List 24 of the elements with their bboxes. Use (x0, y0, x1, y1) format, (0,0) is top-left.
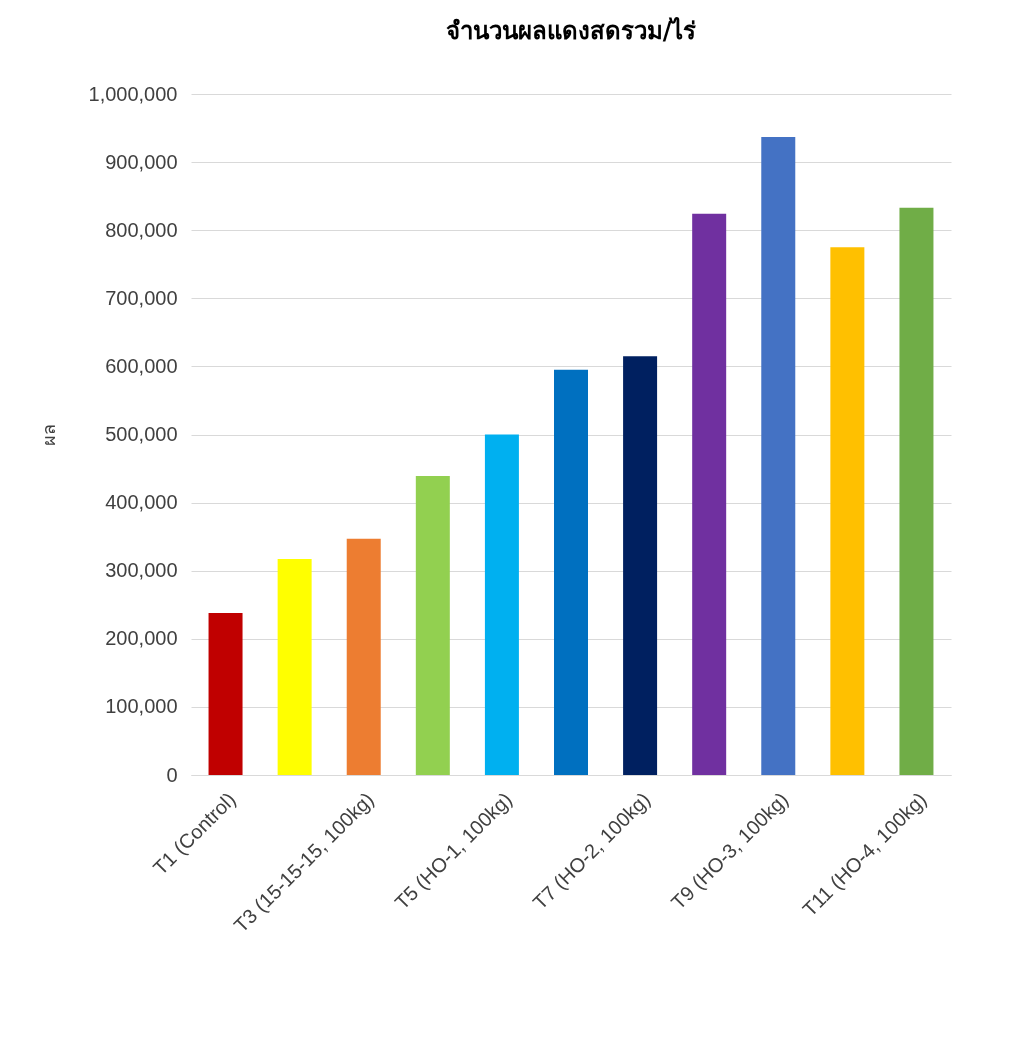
bar (346, 538, 381, 775)
y-tick-label: 400,000 (105, 491, 178, 514)
y-tick-label: 900,000 (105, 150, 178, 173)
bar (277, 559, 312, 775)
y-tick-label: 200,000 (105, 627, 178, 650)
y-tick-label: 100,000 (105, 695, 178, 718)
chart-title: จำนวนผลแดงสดรวม/ไร่ (445, 16, 697, 45)
bar (415, 476, 450, 775)
y-tick-label: 600,000 (105, 354, 178, 377)
bar (554, 369, 588, 775)
bar (899, 207, 934, 775)
y-axis-title: ผล (38, 424, 59, 446)
y-tick-label: 0 (166, 763, 178, 786)
y-tick-label: 700,000 (105, 286, 178, 309)
y-tick-label: 500,000 (105, 423, 178, 445)
y-tick-label: 300,000 (105, 559, 178, 582)
bar (208, 612, 243, 775)
bar (830, 247, 865, 775)
bar (484, 434, 519, 775)
bar (761, 136, 796, 775)
bar (692, 213, 727, 775)
y-tick-label: 800,000 (105, 218, 178, 241)
y-tick-label: 1,000,000 (88, 82, 178, 105)
bar (623, 356, 658, 775)
